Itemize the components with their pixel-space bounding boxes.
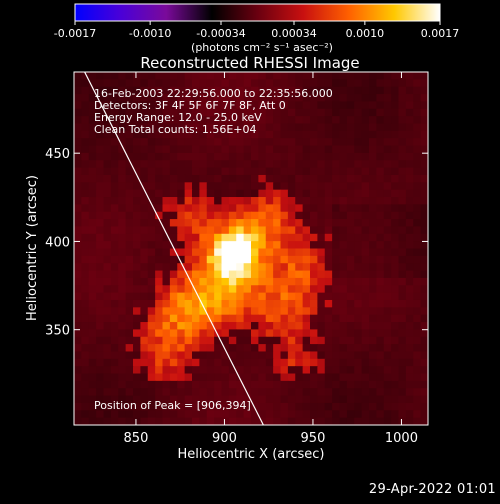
colorbar-tick-label: -0.0017: [54, 27, 96, 40]
annotation-time-range: 16-Feb-2003 22:29:56.000 to 22:35:56.000: [94, 87, 333, 100]
y-axis-label: Heliocentric Y (arcsec): [25, 175, 40, 321]
y-tick-label: 350: [45, 324, 70, 339]
heatmap-image: [74, 72, 428, 425]
solar-limb-line: [83, 72, 264, 425]
y-axis-ticks: 350 400 450: [45, 147, 428, 339]
annotation-detectors: Detectors: 3F 4F 5F 6F 7F 8F, Att 0: [94, 99, 286, 112]
x-tick-label: 900: [212, 431, 237, 446]
colorbar-ticks: -0.0017 -0.0010 -0.00034 0.00034 0.0010 0.001…: [54, 21, 459, 40]
x-tick-label: 850: [124, 431, 149, 446]
x-tick-label: 1000: [385, 431, 418, 446]
observation-annotations: 16-Feb-2003 22:29:56.000 to 22:35:56.000…: [94, 87, 333, 136]
colorbar-tick-label: -0.0010: [129, 27, 171, 40]
peak-position-label: Position of Peak = [906,394]: [94, 399, 251, 412]
y-tick-label: 450: [45, 147, 70, 162]
x-tick-label: 950: [301, 431, 326, 446]
x-axis-label: Heliocentric X (arcsec): [178, 447, 325, 462]
chart-title: Reconstructed RHESSI Image: [140, 54, 359, 72]
colorbar-tick-label: 0.0017: [421, 27, 460, 40]
colorbar-tick-label: 0.00034: [271, 27, 317, 40]
colorbar-units-label: (photons cm⁻² s⁻¹ asec⁻²): [191, 41, 333, 54]
annotation-clean-counts: Clean Total counts: 1.56E+04: [94, 123, 257, 136]
x-axis-ticks: 850 900 950 1000: [124, 72, 418, 446]
y-tick-label: 400: [45, 235, 70, 250]
date-stamp: 29-Apr-2022 01:01: [368, 482, 496, 497]
plot-frame: [73, 71, 429, 426]
colorbar-tick-label: -0.00034: [196, 27, 245, 40]
annotation-energy-range: Energy Range: 12.0 - 25.0 keV: [94, 111, 262, 124]
colorbar-tick-label: 0.0010: [346, 27, 385, 40]
colorbar: [74, 3, 441, 22]
